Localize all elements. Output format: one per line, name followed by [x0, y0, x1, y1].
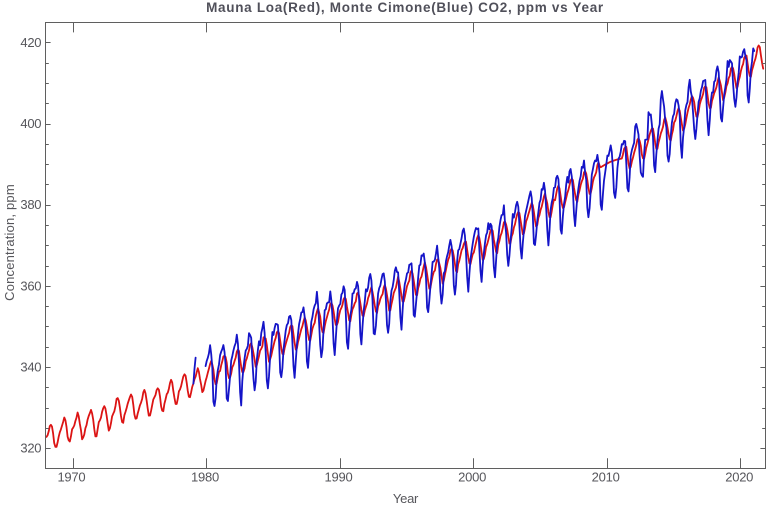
svg-text:420: 420	[20, 35, 41, 50]
svg-text:Concentration, ppm: Concentration, ppm	[2, 184, 17, 301]
svg-text:1970: 1970	[57, 470, 85, 485]
svg-text:400: 400	[20, 116, 41, 131]
svg-text:Mauna Loa(Red), Monte Cimone(B: Mauna Loa(Red), Monte Cimone(Blue) CO2, …	[206, 0, 604, 15]
svg-text:380: 380	[20, 197, 41, 212]
svg-text:2000: 2000	[458, 470, 486, 485]
svg-text:2020: 2020	[725, 470, 753, 485]
svg-text:1990: 1990	[325, 470, 353, 485]
svg-text:2010: 2010	[592, 470, 620, 485]
svg-text:320: 320	[20, 441, 41, 456]
svg-text:360: 360	[20, 278, 41, 293]
svg-text:Year: Year	[393, 491, 419, 506]
svg-text:340: 340	[20, 360, 41, 375]
svg-text:1980: 1980	[191, 470, 219, 485]
